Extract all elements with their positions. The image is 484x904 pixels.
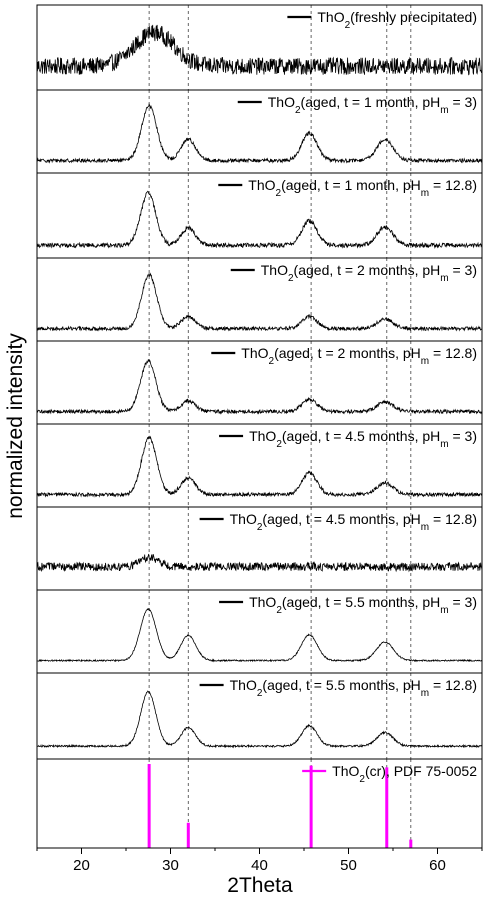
- x-axis: 20 30 40 50 60: [36, 848, 483, 874]
- x-tick-label: 50: [340, 857, 357, 874]
- legend-label: ThO2(aged, t = 5.5 months, pHm = 3): [249, 594, 477, 616]
- panel: ThO2(freshly precipitated): [36, 4, 483, 91]
- xrd-series-line: [36, 553, 483, 573]
- legend-label: ThO2(aged, t = 2 months, pHm = 3): [261, 262, 477, 284]
- xrd-series-line: [36, 359, 483, 415]
- x-axis-label: 2Theta: [227, 874, 293, 897]
- x-tick-label: 20: [73, 857, 90, 874]
- panel: ThO2(aged, t = 4.5 months, pHm = 12.8): [36, 506, 483, 591]
- panel: ThO2(aged, t = 2 months, pHm = 12.8): [36, 340, 483, 425]
- legend-label: ThO2(aged, t = 1 month, pHm = 12.8): [248, 177, 477, 199]
- panel: ThO2(aged, t = 5.5 months, pHm = 12.8): [36, 672, 483, 760]
- panel: ThO2(aged, t = 5.5 months, pHm = 3): [36, 589, 483, 674]
- xrd-series-line: [36, 24, 483, 76]
- panel: ThO2(aged, t = 2 months, pHm = 3): [36, 257, 483, 342]
- panel: ThO2(aged, t = 1 month, pHm = 3): [36, 89, 483, 174]
- legend-label: ThO2(aged, t = 5.5 months, pHm = 12.8): [230, 677, 477, 699]
- x-tick-label: 60: [429, 857, 446, 874]
- legend-label: ThO2(aged, t = 4.5 months, pHm = 3): [249, 428, 477, 450]
- legend-label: ThO2(freshly precipitated): [317, 9, 477, 31]
- legend-label: ThO2(aged, t = 1 month, pHm = 3): [268, 94, 477, 116]
- xrd-series-line: [36, 607, 483, 663]
- panel: ThO2(cr), PDF 75-0052: [36, 758, 483, 849]
- xrd-series-line: [36, 272, 483, 332]
- xrd-series-line: [36, 690, 483, 749]
- xrd-series-line: [36, 102, 483, 164]
- panel: ThO2(aged, t = 4.5 months, pHm = 3): [36, 423, 483, 508]
- y-axis-label: normalized intensity: [4, 333, 27, 519]
- x-tick-label: 30: [162, 857, 179, 874]
- panels: ThO2(freshly precipitated) ThO2(aged, t =…: [36, 4, 483, 849]
- panel: ThO2(aged, t = 1 month, pHm = 12.8): [36, 172, 483, 259]
- xrd-series-line: [36, 190, 483, 249]
- x-tick-label: 40: [251, 857, 268, 874]
- legend-label: ThO2(aged, t = 4.5 months, pHm = 12.8): [230, 511, 477, 533]
- legend-label: ThO2(cr), PDF 75-0052: [332, 763, 477, 785]
- xrd-series-line: [36, 435, 483, 498]
- legend-label: ThO2(aged, t = 2 months, pHm = 12.8): [241, 345, 477, 367]
